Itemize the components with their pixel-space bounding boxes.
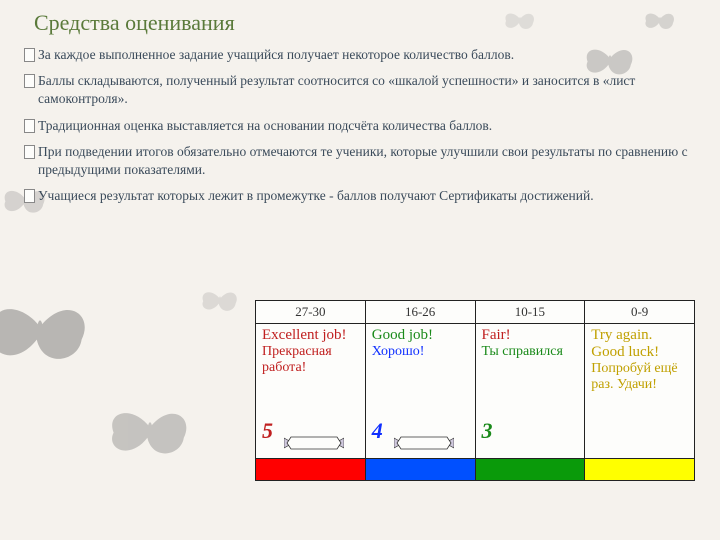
grade-top: Try again. Good luck! <box>591 327 688 361</box>
bullet-item: За каждое выполненное задание учащийся п… <box>24 46 690 64</box>
grade-sub: Попробуй ещё раз. Удачи! <box>591 361 688 393</box>
grade-cell: Good job!Хорошо! 4 <box>365 324 475 459</box>
ribbon-icon <box>394 434 454 452</box>
grade-number: 4 <box>372 418 383 444</box>
hdr-cell: 10-15 <box>475 301 585 324</box>
grade-top: Good job! <box>372 327 469 344</box>
ribbon-icon <box>284 434 344 452</box>
grade-sub: Хорошо! <box>372 344 469 360</box>
hdr-cell: 27-30 <box>256 301 366 324</box>
color-cell <box>365 459 475 481</box>
color-cell <box>585 459 695 481</box>
grade-cell: Excellent job!Прекрасная работа! 5 <box>256 324 366 459</box>
hdr-cell: 16-26 <box>365 301 475 324</box>
bullet-list: За каждое выполненное задание учащийся п… <box>24 46 690 206</box>
grade-top: Fair! <box>482 327 579 344</box>
grade-cell: Try again. Good luck!Попробуй ещё раз. У… <box>585 324 695 459</box>
grade-sub: Прекрасная работа! <box>262 344 359 376</box>
header-row: 27-30 16-26 10-15 0-9 <box>256 301 695 324</box>
body-row: Excellent job!Прекрасная работа! 5 Good j… <box>256 324 695 459</box>
color-cell <box>475 459 585 481</box>
grade-number: 3 <box>482 418 493 444</box>
color-row <box>256 459 695 481</box>
color-cell <box>256 459 366 481</box>
grade-number: 5 <box>262 418 273 444</box>
grade-sub: Ты справился <box>482 344 579 360</box>
grading-table: 27-30 16-26 10-15 0-9 Excellent job!Прек… <box>255 300 695 481</box>
grading-table-wrap: 27-30 16-26 10-15 0-9 Excellent job!Прек… <box>255 300 695 481</box>
page-title: Средства оценивания <box>34 10 690 36</box>
bullet-item: Баллы складываются, полученный результат… <box>24 72 690 108</box>
bullet-item: При подведении итогов обязательно отмеча… <box>24 143 690 179</box>
hdr-cell: 0-9 <box>585 301 695 324</box>
bullet-item: Учащиеся результат которых лежит в проме… <box>24 187 690 205</box>
bullet-item: Традиционная оценка выставляется на осно… <box>24 117 690 135</box>
grade-cell: Fair!Ты справился 3 <box>475 324 585 459</box>
grade-top: Excellent job! <box>262 327 359 344</box>
